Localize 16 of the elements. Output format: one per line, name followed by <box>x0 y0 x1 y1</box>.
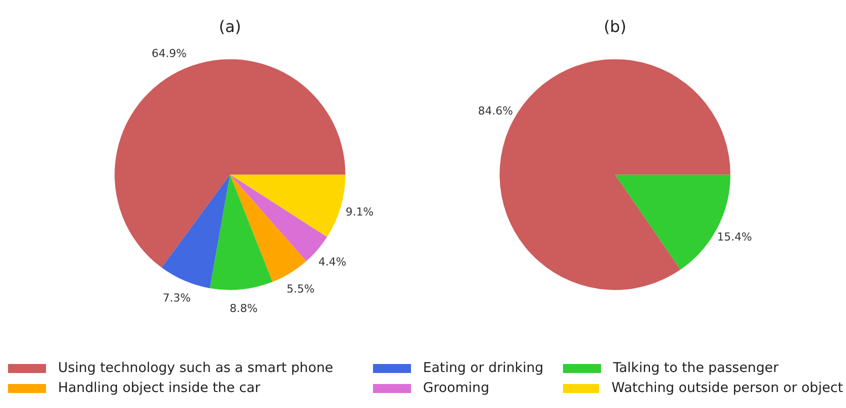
legend-label: Handling object inside the car <box>58 380 260 396</box>
legend-label: Using technology such as a smart phone <box>58 360 334 376</box>
data-label: 84.6% <box>478 104 513 118</box>
legend-label: Talking to the passenger <box>613 360 779 376</box>
data-label: 9.1% <box>346 206 374 219</box>
legend-label: Eating or drinking <box>423 360 544 376</box>
chart-title: (a) <box>218 16 242 36</box>
data-label: 15.4% <box>717 230 752 244</box>
data-label: 4.4% <box>318 255 346 268</box>
legend-label: Grooming <box>423 380 490 396</box>
chart-title: (b) <box>604 16 626 36</box>
data-label: 5.5% <box>286 282 315 296</box>
data-label: 8.8% <box>230 302 258 315</box>
data-label: 7.3% <box>162 292 191 305</box>
legend-label: Watching outside person or object <box>611 380 843 396</box>
data-label: 64.9% <box>152 46 187 60</box>
